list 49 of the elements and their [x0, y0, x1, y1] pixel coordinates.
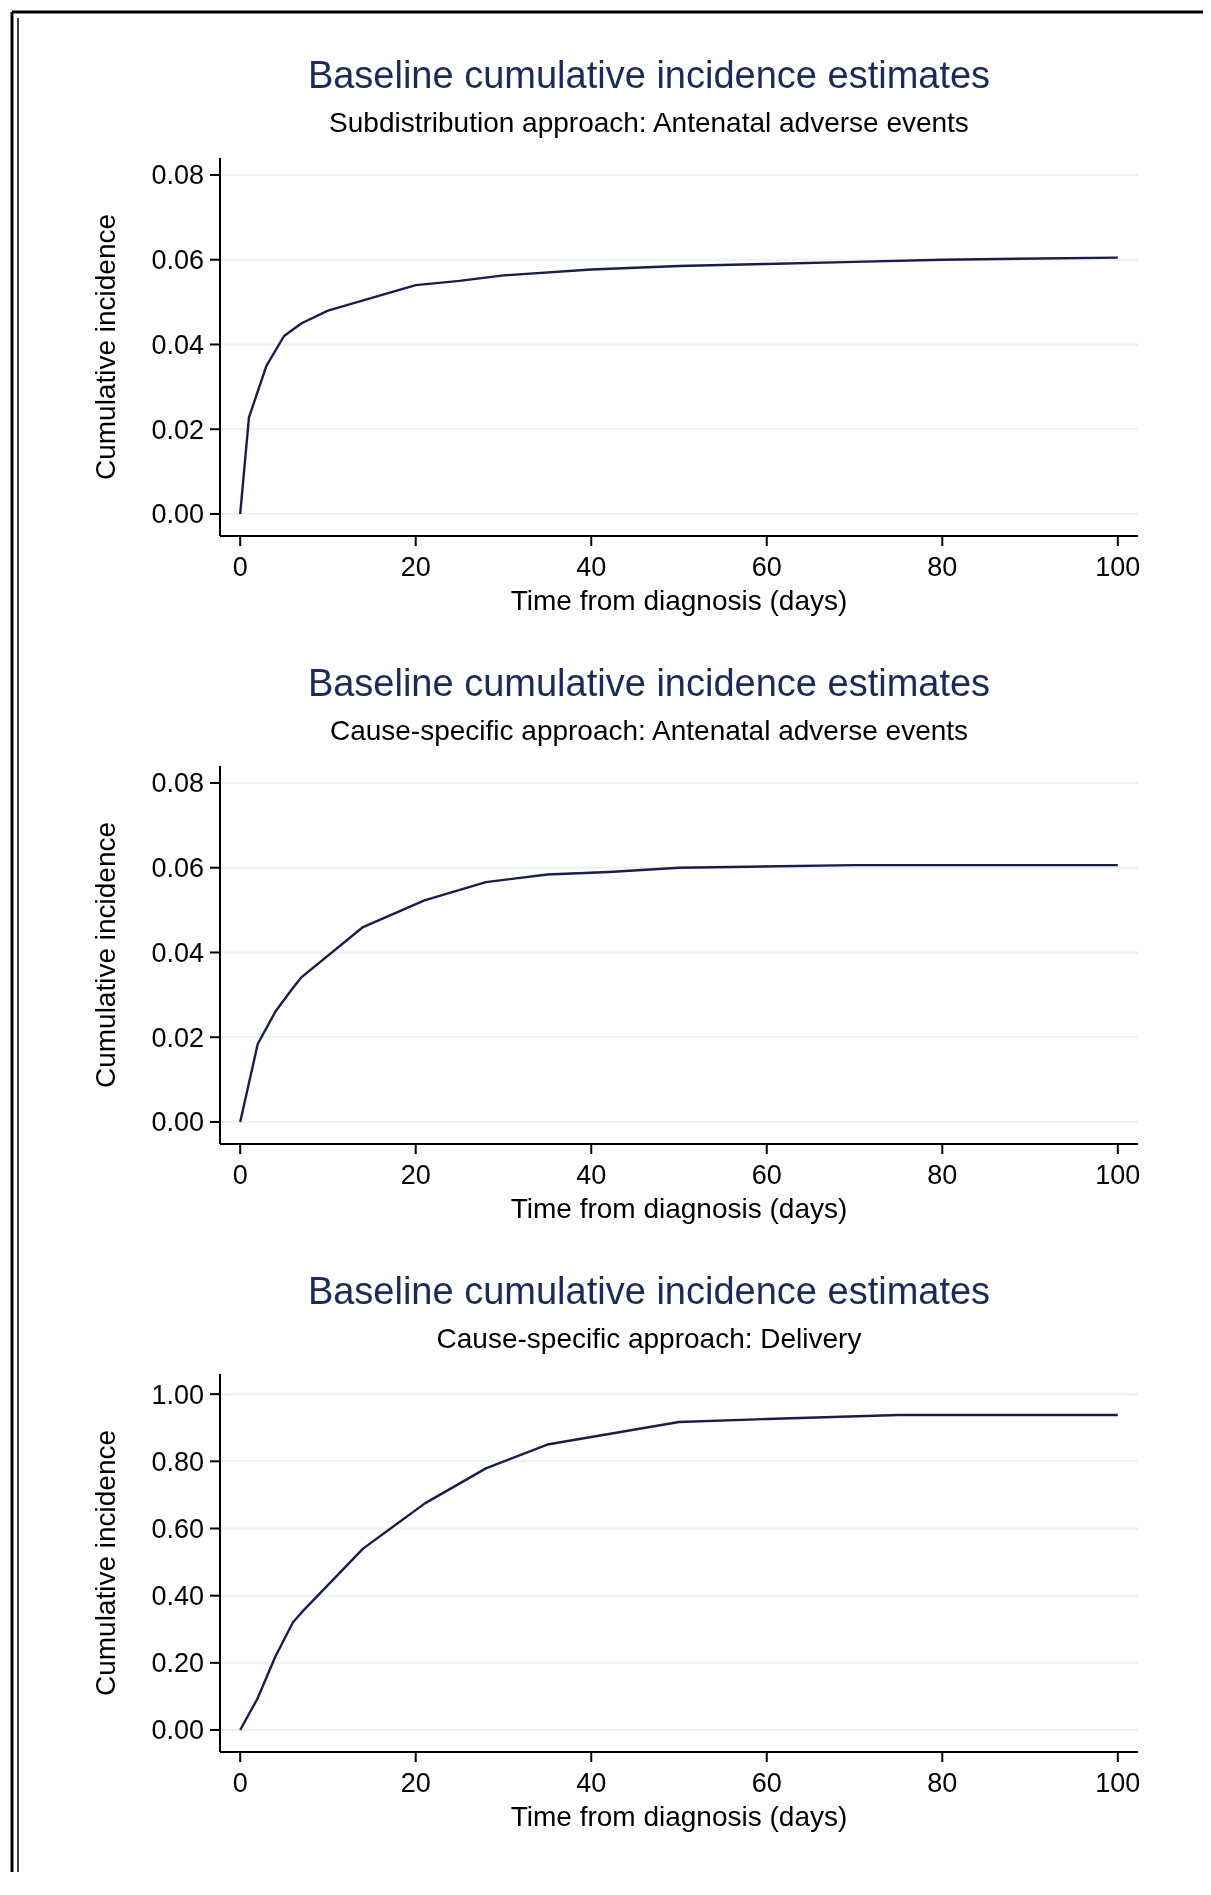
y-tick-label: 0.02	[151, 414, 204, 445]
x-tick-label: 40	[576, 1160, 607, 1190]
y-tick-label: 0.00	[151, 499, 204, 530]
y-tick-label: 0.06	[151, 245, 204, 276]
line-series	[238, 1413, 1120, 1732]
x-tick-label: 40	[576, 1768, 607, 1798]
y-tick-label: 0.00	[151, 1715, 204, 1746]
y-tick-label: 0.06	[151, 853, 204, 884]
y-tick-label: 0.08	[151, 160, 204, 191]
chart-subtitle: Cause-specific approach: Antenatal adverse events	[329, 715, 969, 746]
y-axis-title: Cumulative incidence	[90, 213, 121, 481]
x-axis-title: Time from diagnosis (days)	[510, 1801, 848, 1832]
chart-title: Baseline cumulative incidence estimates	[307, 1270, 991, 1312]
x-tick-label: 100	[1095, 552, 1141, 582]
x-tick-label: 0	[232, 1160, 248, 1190]
x-tick-label: 60	[751, 552, 782, 582]
y-axis-title: Cumulative incidence	[90, 821, 121, 1089]
y-tick-label: 0.60	[151, 1513, 204, 1544]
chart-title: Baseline cumulative incidence estimates	[307, 54, 991, 96]
y-tick-label: 0.04	[151, 329, 204, 360]
chart-title: Baseline cumulative incidence estimates	[307, 662, 991, 704]
chart-subtitle: Cause-specific approach: Delivery	[436, 1323, 862, 1354]
x-tick-label: 20	[400, 552, 431, 582]
chart-subtitle: Subdistribution approach: Antenatal adverse events	[329, 107, 969, 138]
x-tick-label: 60	[751, 1160, 782, 1190]
y-tick-label: 0.00	[151, 1107, 204, 1138]
y-tick-label: 0.02	[151, 1022, 204, 1053]
x-tick-label: 0	[232, 552, 248, 582]
x-tick-label: 40	[576, 552, 607, 582]
x-tick-label: 0	[232, 1768, 248, 1798]
y-axis-title: Cumulative incidence	[90, 1429, 121, 1697]
line-series	[238, 863, 1120, 1124]
y-tick-label: 0.80	[151, 1446, 204, 1477]
x-tick-label: 20	[400, 1768, 431, 1798]
x-axis-title: Time from diagnosis (days)	[510, 585, 848, 616]
x-tick-label: 80	[927, 1160, 958, 1190]
x-tick-label: 100	[1095, 1160, 1141, 1190]
x-tick-label: 80	[927, 552, 958, 582]
x-tick-label: 100	[1095, 1768, 1141, 1798]
line-series	[238, 256, 1120, 516]
y-tick-label: 0.04	[151, 937, 204, 968]
y-tick-label: 0.20	[151, 1648, 204, 1679]
x-tick-label: 60	[751, 1768, 782, 1798]
x-axis-title: Time from diagnosis (days)	[510, 1193, 848, 1224]
y-tick-label: 1.00	[151, 1379, 204, 1410]
x-tick-label: 80	[927, 1768, 958, 1798]
y-tick-label: 0.08	[151, 768, 204, 799]
x-tick-label: 20	[400, 1160, 431, 1190]
y-tick-label: 0.40	[151, 1581, 204, 1612]
